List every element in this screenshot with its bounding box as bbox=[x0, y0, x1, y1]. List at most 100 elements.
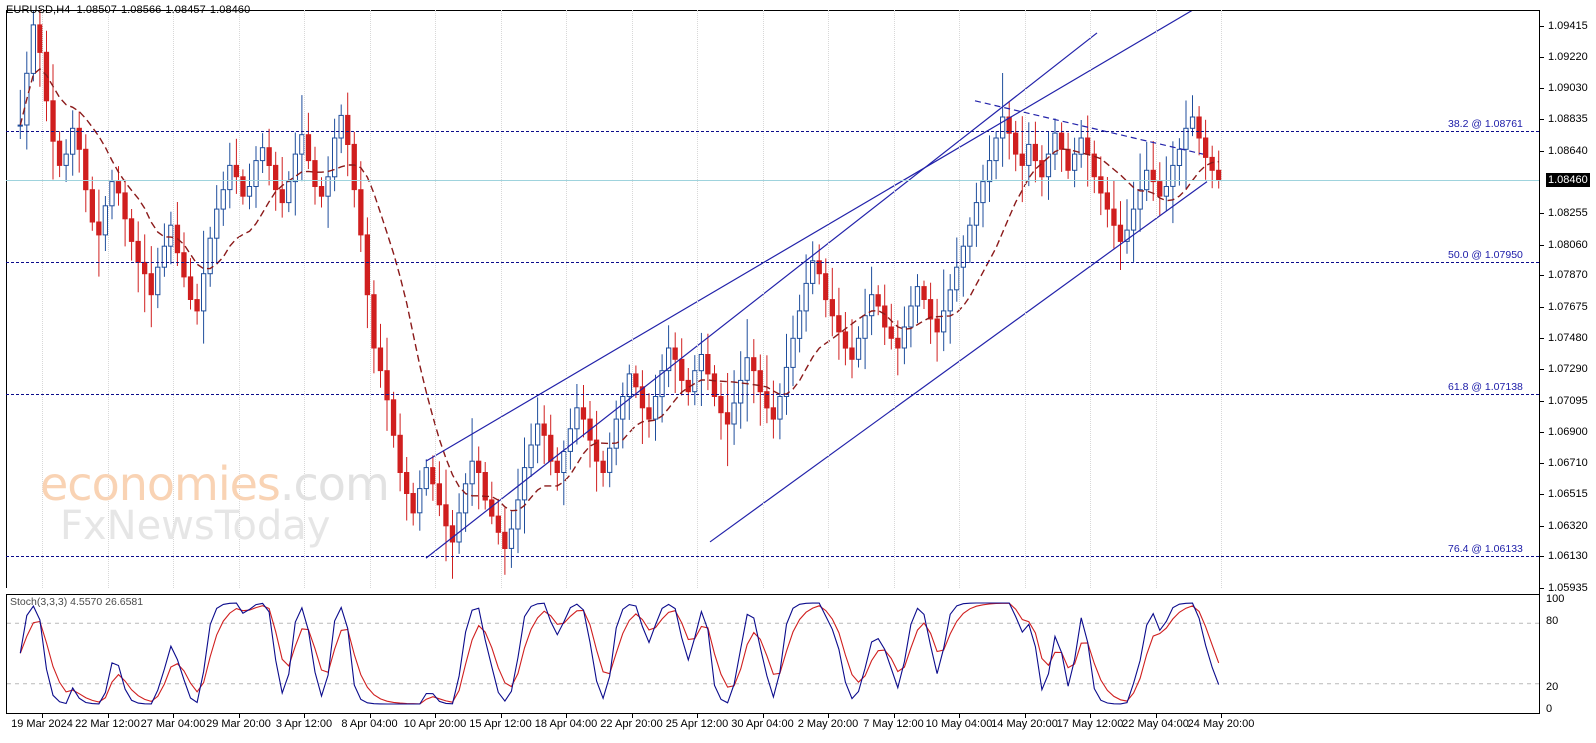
moving-average-line bbox=[19, 67, 1219, 512]
time-axis-tick bbox=[369, 714, 371, 718]
time-axis-label: 7 May 12:00 bbox=[863, 718, 924, 730]
price-scale-tick bbox=[1540, 57, 1544, 59]
price-scale-tick bbox=[1540, 119, 1544, 121]
current-price-line bbox=[6, 179, 1539, 181]
time-axis-tick bbox=[107, 714, 109, 718]
time-axis-label: 29 Mar 20:00 bbox=[206, 718, 271, 730]
descending-trendline bbox=[974, 100, 1204, 155]
time-axis-label: 22 May 04:00 bbox=[1122, 718, 1189, 730]
price-chart-svg bbox=[17, 11, 1222, 579]
price-chart-pane[interactable] bbox=[6, 10, 1539, 588]
ohlc-close: 1.08460 bbox=[209, 4, 251, 16]
time-axis-tick bbox=[435, 714, 436, 718]
time-axis-label: 3 Apr 12:00 bbox=[275, 718, 333, 730]
price-scale-label: 1.08255 bbox=[1548, 207, 1588, 220]
time-axis-tick bbox=[762, 714, 764, 718]
fibonacci-level-label: 50.0 @ 1.07950 bbox=[1448, 249, 1523, 262]
time-gridline bbox=[893, 10, 895, 588]
time-gridline bbox=[435, 10, 436, 588]
time-axis-tick bbox=[959, 714, 960, 718]
price-scale-label: 1.09415 bbox=[1548, 19, 1588, 32]
ohlc-low: 1.08457 bbox=[165, 4, 206, 16]
price-scale-label: 1.06710 bbox=[1548, 456, 1588, 469]
stochastic-svg bbox=[7, 602, 1539, 705]
time-axis-tick bbox=[828, 714, 829, 718]
trend-channel bbox=[425, 11, 1208, 559]
price-scale-tick bbox=[1540, 525, 1544, 527]
time-gridline bbox=[1221, 10, 1222, 588]
stochastic-k-line bbox=[19, 602, 1220, 705]
time-gridline bbox=[762, 10, 764, 588]
time-axis-label: 30 Apr 04:00 bbox=[731, 718, 794, 730]
price-scale-tick bbox=[1540, 588, 1544, 589]
price-scale-label: 1.08640 bbox=[1548, 144, 1588, 157]
time-gridline bbox=[1090, 10, 1091, 588]
time-axis-label: 2 May 20:00 bbox=[797, 718, 859, 730]
time-gridline bbox=[828, 10, 829, 588]
time-gridline bbox=[369, 10, 371, 588]
price-scale-tick bbox=[1540, 400, 1544, 402]
time-axis-label: 14 May 20:00 bbox=[991, 718, 1058, 730]
time-axis-tick bbox=[238, 714, 240, 718]
price-scale-label: 1.08835 bbox=[1548, 113, 1588, 126]
symbol-ohlc-bar: EURUSD,H4 1.08507 1.08566 1.08457 1.08460 bbox=[6, 4, 254, 16]
price-scale-label: 1.05935 bbox=[1548, 582, 1588, 594]
time-gridline bbox=[631, 10, 633, 588]
price-scale-tick bbox=[1540, 369, 1544, 371]
time-gridline bbox=[238, 10, 240, 588]
time-axis-label: 27 Mar 04:00 bbox=[140, 718, 206, 730]
time-axis-tick bbox=[1090, 714, 1091, 718]
price-scale-label: 1.07095 bbox=[1548, 394, 1588, 407]
time-axis-tick bbox=[1155, 714, 1157, 718]
price-scale-tick bbox=[1540, 338, 1544, 340]
time-axis-label: 10 Apr 20:00 bbox=[403, 718, 467, 730]
time-axis-label: 22 Mar 12:00 bbox=[75, 718, 140, 730]
price-scale-label: 1.06515 bbox=[1548, 488, 1588, 501]
stochastic-d-line bbox=[19, 602, 1220, 705]
time-gridline bbox=[959, 10, 960, 588]
price-scale-tick bbox=[1540, 87, 1544, 89]
time-axis-tick bbox=[500, 714, 502, 718]
time-axis-label: 22 Apr 20:00 bbox=[600, 718, 663, 730]
current-price-label: 1.08460 bbox=[1546, 172, 1590, 187]
time-gridline bbox=[304, 10, 305, 588]
stochastic-scale-label: 100 bbox=[1546, 593, 1565, 605]
time-axis-label: 17 May 12:00 bbox=[1056, 718, 1124, 730]
time-axis-tick bbox=[893, 714, 895, 718]
price-scale-axis[interactable]: 1.09415 1.09220 1.09030 1.08835 1.08640 1.082… bbox=[1539, 10, 1596, 715]
time-axis-tick bbox=[1221, 714, 1222, 718]
time-axis-tick bbox=[304, 714, 305, 718]
time-gridline bbox=[697, 10, 698, 588]
stochastic-label: Stoch(3,3,3) 4.5570 26.6581 bbox=[10, 596, 144, 608]
time-axis-tick bbox=[697, 714, 698, 718]
time-axis-tick bbox=[1024, 714, 1026, 718]
ohlc-high: 1.08566 bbox=[120, 4, 162, 16]
ohlc-open: 1.08507 bbox=[76, 4, 117, 16]
time-axis-label: 15 Apr 12:00 bbox=[469, 718, 532, 730]
time-gridline bbox=[500, 10, 502, 588]
price-scale-tick bbox=[1540, 432, 1544, 434]
time-axis-tick bbox=[173, 714, 174, 718]
price-scale-label: 1.07290 bbox=[1548, 363, 1588, 376]
fibonacci-level-line bbox=[6, 556, 1539, 557]
fibonacci-level-label: 38.2 @ 1.08761 bbox=[1448, 118, 1523, 131]
symbol-timeframe-label: EURUSD,H4 bbox=[6, 4, 71, 16]
price-scale-tick bbox=[1540, 275, 1544, 277]
fibonacci-level-line bbox=[6, 393, 1539, 395]
price-scale-label: 1.09220 bbox=[1548, 51, 1588, 64]
time-axis-label: 19 Mar 2024 bbox=[11, 718, 73, 730]
price-scale-tick bbox=[1540, 150, 1544, 152]
stochastic-pane[interactable] bbox=[6, 594, 1539, 714]
price-scale-tick bbox=[1540, 213, 1544, 215]
time-axis-tick bbox=[566, 714, 567, 718]
price-scale-tick bbox=[1540, 556, 1544, 558]
price-scale-label: 1.06130 bbox=[1548, 550, 1588, 563]
price-scale-label: 1.07870 bbox=[1548, 269, 1588, 282]
stochastic-scale-label: 80 bbox=[1546, 615, 1559, 627]
time-axis-label: 25 Apr 12:00 bbox=[665, 718, 729, 730]
time-axis-tick bbox=[631, 714, 633, 718]
fibonacci-level-label: 61.8 @ 1.07138 bbox=[1448, 380, 1523, 393]
price-scale-tick bbox=[1540, 244, 1544, 246]
price-scale-label: 1.08060 bbox=[1548, 238, 1588, 251]
